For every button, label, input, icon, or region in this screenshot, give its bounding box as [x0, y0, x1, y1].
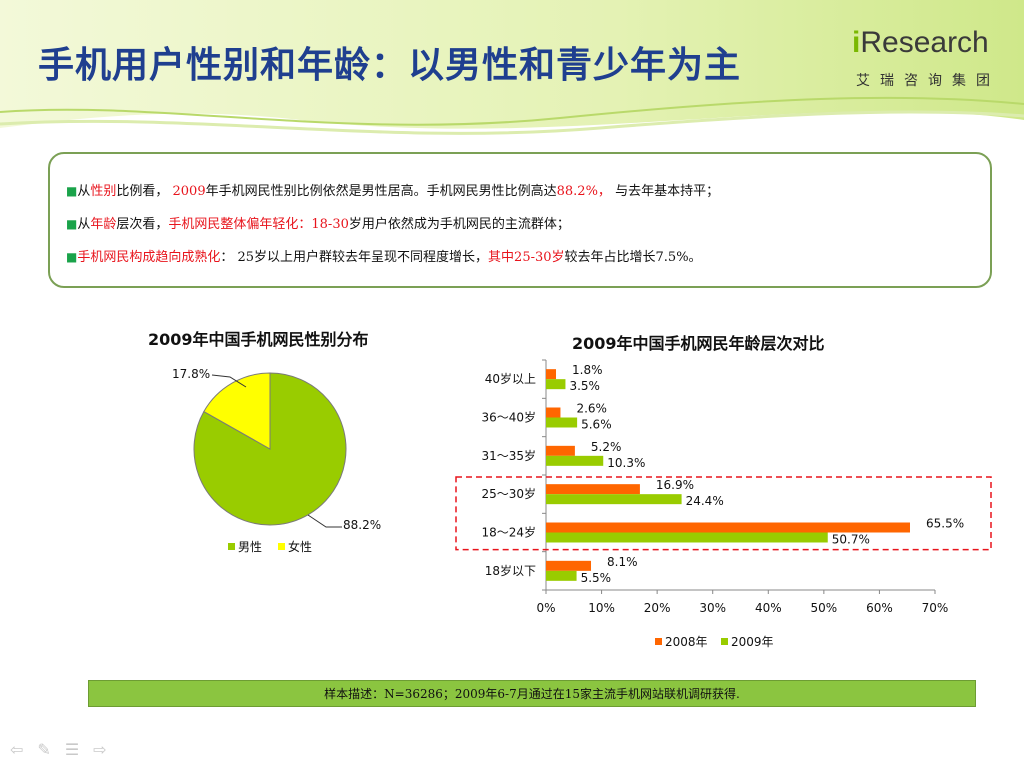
forward-arrow-icon[interactable]: ⇨	[93, 740, 107, 759]
legend-label-1: 女性	[288, 539, 312, 554]
slide-nav: ⇦ ✎ ☰ ⇨	[10, 740, 107, 759]
bar-value-label: 5.5%	[581, 571, 612, 585]
bar-value-label: 24.4%	[686, 494, 724, 508]
bar-2008年-18岁以下	[546, 560, 592, 571]
summary-box: ■从性别比例看， 2009年手机网民性别比例依然是男性居高。手机网民男性比例高达…	[48, 152, 992, 288]
logo-brand: iResearch	[852, 26, 989, 59]
back-arrow-icon[interactable]: ⇦	[10, 740, 24, 759]
legend-swatch-1	[278, 543, 285, 550]
category-label: 25～30岁	[481, 486, 536, 501]
leader-line-male	[307, 514, 342, 528]
logo-subtitle: 艾瑞咨询集团	[856, 73, 1000, 89]
legend-swatch-0	[228, 543, 235, 550]
bar-value-label: 3.5%	[569, 379, 600, 393]
bar-2008年-40岁以上	[546, 369, 557, 380]
bullet-square-icon: ■	[66, 184, 78, 198]
bar-2009年-18～24岁	[546, 532, 828, 543]
legend-label-0: 男性	[238, 540, 262, 554]
page-title: 手机用户性别和年龄：以男性和青少年为主	[38, 45, 742, 86]
bar-2009年-36～40岁	[546, 417, 578, 428]
bar-value-label: 1.8%	[572, 363, 603, 377]
bar-2009年-40岁以上	[546, 379, 566, 390]
x-tick-label: 30%	[699, 601, 726, 615]
header-background	[0, 0, 1024, 135]
bar-2008年-31～35岁	[546, 445, 575, 456]
menu-icon[interactable]: ☰	[64, 740, 80, 759]
pen-icon[interactable]: ✎	[37, 740, 51, 759]
category-label: 18岁以下	[485, 563, 536, 578]
pie-label-male: 88.2%	[343, 518, 381, 532]
bar-value-label: 16.9%	[656, 478, 694, 492]
pie-slice-female	[203, 372, 271, 450]
category-label: 40岁以上	[485, 371, 536, 386]
bar-value-label: 10.3%	[607, 456, 645, 470]
x-tick-label: 10%	[588, 601, 615, 615]
bullet-square-icon: ■	[66, 250, 78, 264]
bar-2008年-18～24岁	[546, 522, 910, 533]
legend-swatch-2008年	[655, 638, 662, 645]
bar-2008年-36～40岁	[546, 407, 561, 418]
bar-value-label: 65.5%	[926, 517, 964, 531]
bar-2009年-31～35岁	[546, 455, 604, 466]
bar-2008年-25～30岁	[546, 484, 640, 495]
bullet-square-icon: ■	[66, 217, 78, 231]
bar-2009年-25～30岁	[546, 494, 682, 505]
category-label: 18～24岁	[481, 525, 536, 540]
bar-chart-title: 2009年中国手机网民年龄层次对比	[572, 334, 825, 353]
legend-swatch-2009年	[721, 638, 728, 645]
x-tick-label: 0%	[536, 601, 555, 615]
iresearch-logo: iResearch 艾瑞咨询集团	[852, 26, 1002, 96]
summary-line-2: ■从年龄层次看，手机网民整体偏年轻化：18-30岁用户依然成为手机网民的主流群体…	[66, 217, 570, 232]
legend-label-2009年: 2009年	[731, 635, 774, 649]
pie-label-female: 17.8%	[172, 367, 210, 381]
summary-line-3: ■手机网民构成趋向成熟化： 25岁以上用户群较去年呈现不同程度增长，其中25-3…	[66, 250, 702, 265]
sample-description-bar: 样本描述：N=36286；2009年6-7月通过在15家主流手机网站联机调研获得…	[88, 680, 976, 707]
category-label: 36～40岁	[481, 410, 536, 425]
category-label: 31～35岁	[481, 448, 536, 463]
bar-value-label: 50.7%	[832, 533, 870, 547]
legend-label-2008年: 2008年	[665, 635, 708, 649]
x-tick-label: 40%	[755, 601, 782, 615]
leader-line-female	[211, 374, 247, 388]
pie-chart-title: 2009年中国手机网民性别分布	[148, 330, 369, 349]
summary-line-1: ■从性别比例看， 2009年手机网民性别比例依然是男性居高。手机网民男性比例高达…	[66, 184, 720, 199]
bar-value-label: 2.6%	[576, 402, 607, 416]
highlight-box	[455, 476, 992, 551]
x-tick-label: 60%	[866, 601, 893, 615]
gender-pie-chart: 17.8% 88.2% 男性 女性	[172, 367, 381, 554]
x-tick-label: 50%	[811, 601, 838, 615]
bar-value-label: 5.6%	[581, 418, 612, 432]
x-tick-label: 70%	[922, 601, 949, 615]
bar-value-label: 5.2%	[591, 440, 622, 454]
bar-2009年-18岁以下	[546, 570, 577, 581]
age-bar-chart: 0% 10% 20% 30% 40% 50% 60% 70% 40岁以上 1.8% 3.5% 36～4…	[455, 359, 992, 649]
x-tick-label: 20%	[644, 601, 671, 615]
bar-value-label: 8.1%	[607, 555, 638, 569]
